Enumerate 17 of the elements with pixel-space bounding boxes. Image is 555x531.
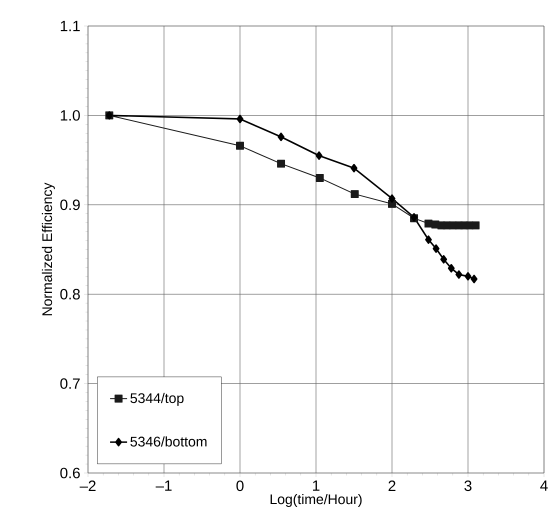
x-tick-label: 4: [540, 480, 548, 491]
x-axis-title: Log(time/Hour): [270, 494, 362, 507]
x-tick-label: 0: [236, 480, 244, 492]
x-tick-label: 2: [388, 480, 396, 491]
y-tick-label: 0.9: [60, 200, 80, 210]
y-tick-label: 1.1: [60, 20, 80, 32]
y-tick-label: 0.6: [60, 468, 80, 478]
x-tick-label: –1: [156, 480, 172, 491]
x-tick-label: 1: [312, 480, 320, 491]
x-tick-label: –2: [80, 480, 96, 491]
y-tick-label: 0.8: [60, 288, 80, 300]
y-axis-title: Normalized Efficiency: [42, 182, 55, 316]
y-tick-label: 1.0: [60, 110, 80, 121]
legend-label: 5346/bottom: [130, 436, 206, 447]
x-tick-label: 3: [464, 480, 472, 492]
legend-label: 5344/top: [130, 392, 184, 406]
y-tick-label: 0.7: [60, 378, 80, 389]
